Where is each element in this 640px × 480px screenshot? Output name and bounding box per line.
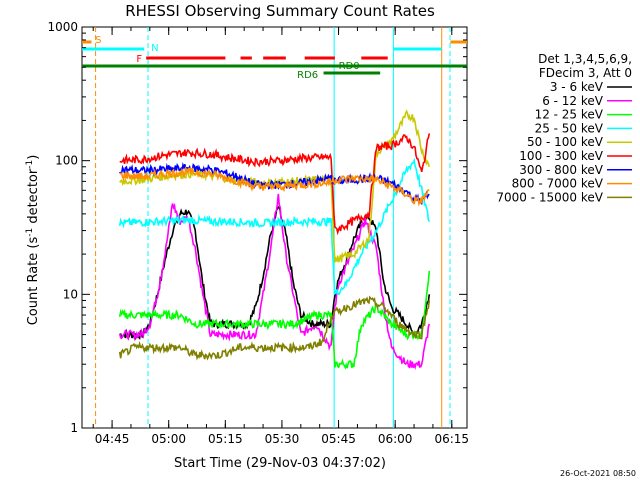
legend-label-0: 3 - 6 keV: [550, 80, 604, 94]
x-tick-label-6: 06:15: [434, 432, 469, 446]
annotation-rd0-label: RD0: [339, 61, 360, 72]
legend-label-5: 100 - 300 keV: [519, 149, 603, 163]
legend-label-3: 25 - 50 keV: [535, 121, 604, 135]
y-axis-label-sup: -1: [25, 228, 35, 237]
y-axis-label-end: ): [26, 155, 41, 160]
series-line-2: [118, 270, 431, 370]
x-axis-label: Start Time (29-Nov-03 04:37:02): [174, 456, 386, 471]
x-tick-label-1: 05:00: [151, 432, 186, 446]
legend-label-7: 800 - 7000 keV: [512, 177, 604, 191]
annotation-s-label: S: [95, 35, 101, 46]
series-line-7: [119, 166, 430, 207]
legend-label-6: 300 - 800 keV: [519, 163, 603, 177]
series-line-3: [118, 157, 431, 296]
series-layer: [118, 109, 431, 371]
y-axis-label-sup2: -1: [25, 160, 35, 169]
series-line-5: [119, 133, 431, 236]
y-axis-label-rest: detector: [26, 168, 41, 228]
legend: Det 1,3,4,5,6,9, FDecim 3, Att 0 3 - 6 k…: [496, 52, 632, 204]
y-tick-label-0: 1: [70, 421, 78, 435]
legend-label-4: 50 - 100 keV: [527, 135, 604, 149]
plot-frame: [81, 26, 468, 429]
annotation-rd6-label: RD6: [297, 70, 318, 81]
plot-area: [81, 26, 468, 429]
chart-title: RHESSI Observing Summary Count Rates: [125, 2, 435, 20]
markers-layer: [95, 27, 451, 428]
x-tick-label-2: 05:15: [208, 432, 243, 446]
x-tick-label-0: 04:45: [95, 432, 130, 446]
axes-layer: 1 10 100 1000 04:45 05:00 05:15 05:30 05:45 06:00…: [47, 20, 469, 446]
legend-header-line1: Det 1,3,4,5,6,9,: [538, 52, 632, 66]
y-axis-label: Count Rate (s-1 detector-1): [25, 155, 41, 326]
y-axis-label-main: Count Rate (s: [26, 237, 41, 326]
series-line-1: [118, 193, 431, 371]
x-tick-label-5: 06:00: [378, 432, 413, 446]
legend-label-8: 7000 - 15000 keV: [496, 190, 603, 204]
y-tick-label-1: 10: [63, 287, 78, 301]
svg-text:Count Rate (s-1 detector-1): Count Rate (s-1 detector-1): [25, 155, 41, 326]
series-line-8: [118, 295, 431, 361]
y-tick-label-2: 100: [55, 154, 78, 168]
footer-date: 26-Oct-2021 08:50: [560, 469, 636, 478]
legend-header-line2: FDecim 3, Att 0: [539, 66, 632, 80]
y-tick-label-3: 1000: [47, 20, 78, 34]
x-tick-label-4: 05:45: [321, 432, 356, 446]
legend-label-2: 12 - 25 keV: [535, 108, 604, 122]
annotations-layer: S NF RD0 RD6: [82, 35, 467, 81]
annotation-f-label: F: [136, 54, 142, 65]
annotation-n-label: N: [151, 43, 158, 54]
x-tick-label-3: 05:30: [265, 432, 300, 446]
legend-label-1: 6 - 12 keV: [542, 94, 604, 108]
